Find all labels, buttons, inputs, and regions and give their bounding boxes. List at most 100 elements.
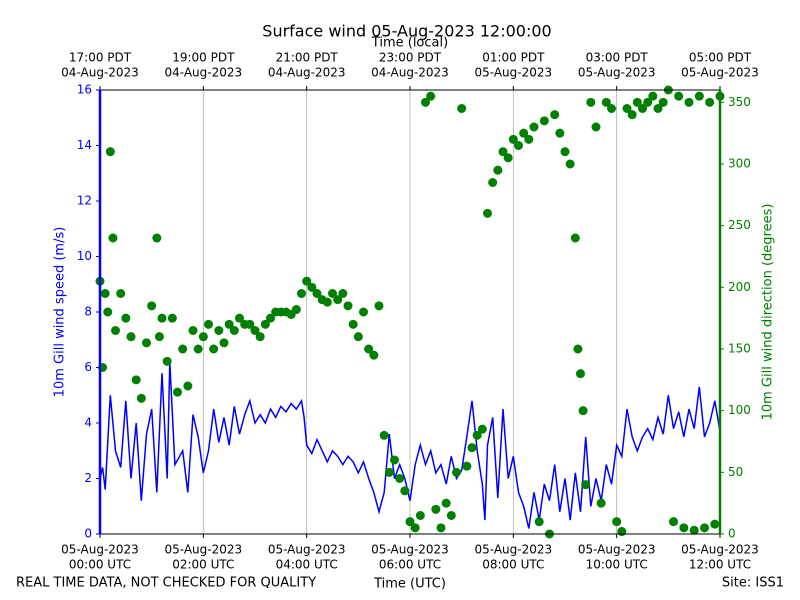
- direction-point: [405, 517, 415, 527]
- direction-point: [214, 326, 224, 335]
- direction-point: [108, 233, 118, 243]
- direction-point: [591, 122, 601, 132]
- direction-point: [131, 375, 141, 385]
- x2-tick-label: 01:00 PDT: [482, 51, 545, 65]
- direction-point: [601, 97, 611, 107]
- y-axis-label: 10m Gill wind speed (m/s): [53, 227, 68, 398]
- direction-point: [658, 97, 668, 107]
- y2-tick-label: 200: [728, 280, 751, 294]
- x2-tick-label: 05-Aug-2023: [578, 66, 656, 80]
- footnote: REAL TIME DATA, NOT CHECKED FOR QUALITY: [16, 576, 316, 591]
- direction-point: [157, 313, 167, 323]
- direction-point: [669, 517, 678, 527]
- direction-point: [384, 467, 394, 477]
- direction-point: [622, 104, 632, 113]
- x2-tick-label: 03:00 PDT: [586, 51, 649, 65]
- y2-tick-label: 50: [728, 465, 743, 479]
- x2-tick-label: 19:00 PDT: [172, 51, 235, 65]
- direction-point: [260, 319, 270, 329]
- direction-point: [235, 313, 244, 323]
- direction-point: [503, 153, 513, 163]
- direction-point: [483, 208, 492, 218]
- direction-point: [452, 467, 461, 477]
- direction-point: [462, 461, 472, 471]
- site-label: Site: ISS1: [722, 576, 784, 591]
- direction-point: [581, 480, 591, 490]
- y2-tick-label: 250: [728, 218, 751, 232]
- direction-point: [573, 344, 583, 354]
- direction-point: [617, 527, 627, 537]
- x2-tick-label: 05-Aug-2023: [475, 66, 553, 80]
- direction-point: [596, 498, 606, 508]
- y2-tick-label: 100: [728, 403, 751, 417]
- direction-point: [364, 344, 374, 354]
- direction-point: [219, 338, 229, 348]
- direction-point: [353, 332, 363, 342]
- x2-tick-label: 04-Aug-2023: [61, 66, 139, 80]
- direction-point: [297, 289, 306, 298]
- direction-point: [555, 128, 565, 138]
- direction-point: [436, 523, 446, 533]
- direction-point: [338, 289, 348, 298]
- direction-point: [178, 344, 188, 354]
- direction-point: [679, 523, 689, 533]
- direction-point: [653, 104, 663, 113]
- direction-point: [607, 104, 616, 113]
- y2-tick-label: 300: [728, 157, 751, 171]
- direction-point: [539, 116, 549, 126]
- direction-point: [302, 276, 312, 286]
- x2-tick-label: 23:00 PDT: [379, 51, 442, 65]
- x2-tick-label: 04-Aug-2023: [165, 66, 243, 80]
- direction-point: [700, 523, 709, 533]
- direction-point: [498, 147, 508, 157]
- direction-point: [142, 338, 151, 348]
- x-tick-label: 05-Aug-2023: [371, 543, 449, 557]
- direction-point: [379, 430, 389, 440]
- x-tick-label: 06:00 UTC: [379, 558, 441, 572]
- x-tick-label: 05-Aug-2023: [578, 543, 656, 557]
- direction-point: [111, 326, 120, 335]
- direction-point: [266, 313, 275, 323]
- x-tick-label: 00:00 UTC: [69, 558, 131, 572]
- x-tick-label: 12:00 UTC: [689, 558, 751, 572]
- direction-point: [441, 498, 451, 508]
- direction-point: [183, 381, 193, 391]
- direction-point: [627, 110, 637, 120]
- x2-tick-label: 04-Aug-2023: [371, 66, 449, 80]
- direction-point: [348, 319, 358, 329]
- direction-point: [560, 147, 570, 157]
- direction-point: [632, 97, 642, 107]
- direction-point: [162, 356, 172, 366]
- direction-point: [674, 91, 684, 101]
- direction-point: [359, 307, 368, 317]
- y2-axis-label: 10m Gill wind direction (degrees): [761, 204, 776, 421]
- x-tick-label: 10:00 UTC: [586, 558, 648, 572]
- direction-point: [524, 134, 534, 144]
- x-tick-label: 05-Aug-2023: [268, 543, 346, 557]
- y-tick-label: 14: [77, 138, 92, 152]
- y-tick-label: 2: [84, 471, 92, 485]
- y-tick-label: 6: [84, 360, 92, 374]
- direction-point: [694, 91, 704, 101]
- x2-tick-label: 05:00 PDT: [689, 51, 752, 65]
- direction-point: [431, 504, 441, 514]
- direction-point: [105, 147, 115, 157]
- y-tick-label: 10: [77, 249, 92, 263]
- direction-point: [576, 369, 585, 379]
- direction-point: [333, 295, 343, 305]
- x2-tick-label: 04-Aug-2023: [268, 66, 346, 80]
- direction-point: [312, 289, 322, 298]
- direction-point: [410, 523, 420, 533]
- direction-point: [343, 301, 353, 311]
- direction-point: [514, 141, 523, 150]
- x2-tick-label: 17:00 PDT: [69, 51, 132, 65]
- direction-point: [710, 519, 720, 529]
- direction-point: [472, 430, 482, 440]
- direction-point: [390, 455, 399, 465]
- x-tick-label: 04:00 UTC: [276, 558, 338, 572]
- direction-point: [198, 332, 208, 342]
- direction-point: [477, 424, 487, 434]
- direction-point: [126, 332, 136, 342]
- y-tick-label: 12: [77, 194, 92, 208]
